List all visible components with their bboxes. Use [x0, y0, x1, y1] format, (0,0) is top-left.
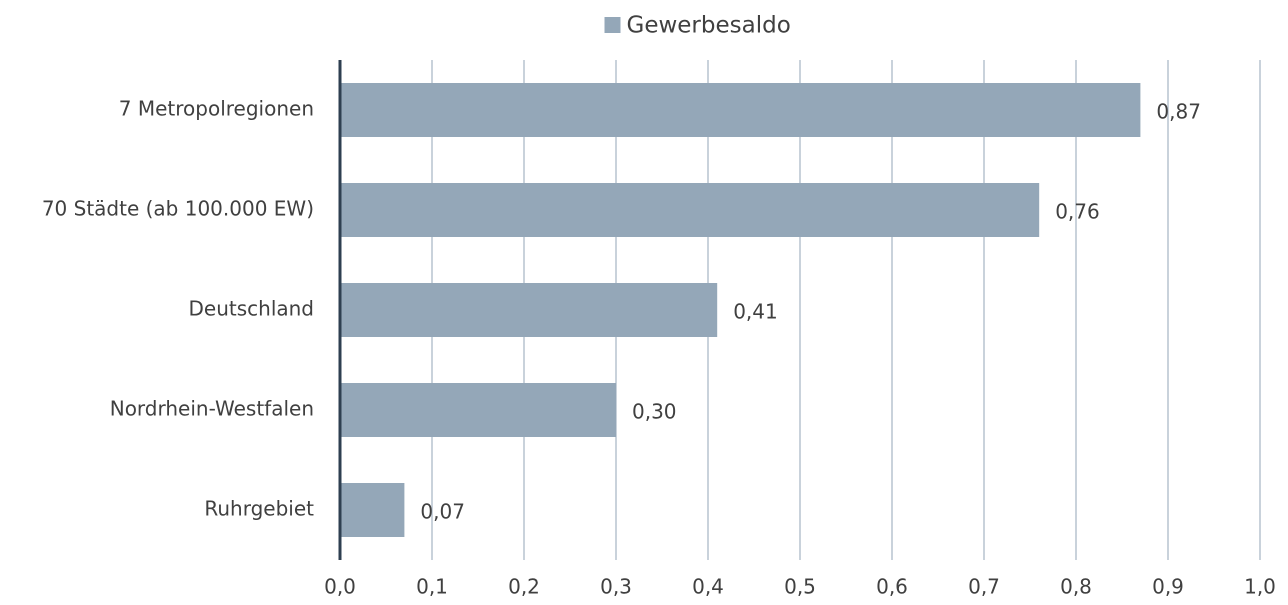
bar: [340, 183, 1040, 237]
x-tick-label: 1,0: [1244, 575, 1276, 599]
y-tick-label: Nordrhein-Westfalen: [110, 397, 314, 421]
bar: [340, 283, 718, 337]
bar: [340, 383, 616, 437]
y-tick-label: 7 Metropolregionen: [119, 97, 314, 121]
bar: [340, 483, 405, 537]
value-label: 0,07: [420, 500, 465, 524]
x-tick-label: 0,3: [600, 575, 632, 599]
x-tick-label: 0,6: [876, 575, 908, 599]
value-label: 0,76: [1055, 200, 1100, 224]
value-label: 0,41: [733, 300, 778, 324]
x-tick-label: 0,5: [784, 575, 816, 599]
value-label: 0,30: [632, 400, 677, 424]
y-tick-label: Ruhrgebiet: [204, 497, 314, 521]
x-tick-label: 0,4: [692, 575, 724, 599]
bar: [340, 83, 1141, 137]
x-tick-label: 0,1: [416, 575, 448, 599]
x-tick-label: 0,7: [968, 575, 1000, 599]
legend-swatch: [604, 17, 621, 33]
y-tick-label: Deutschland: [189, 297, 315, 321]
x-tick-label: 0,8: [1060, 575, 1092, 599]
x-tick-label: 0,9: [1152, 575, 1184, 599]
legend-label: Gewerbesaldo: [627, 13, 791, 39]
x-tick-label: 0,0: [324, 575, 356, 599]
value-label: 0,87: [1156, 100, 1201, 124]
x-tick-label: 0,2: [508, 575, 540, 599]
y-tick-label: 70 Städte (ab 100.000 EW): [42, 197, 314, 221]
